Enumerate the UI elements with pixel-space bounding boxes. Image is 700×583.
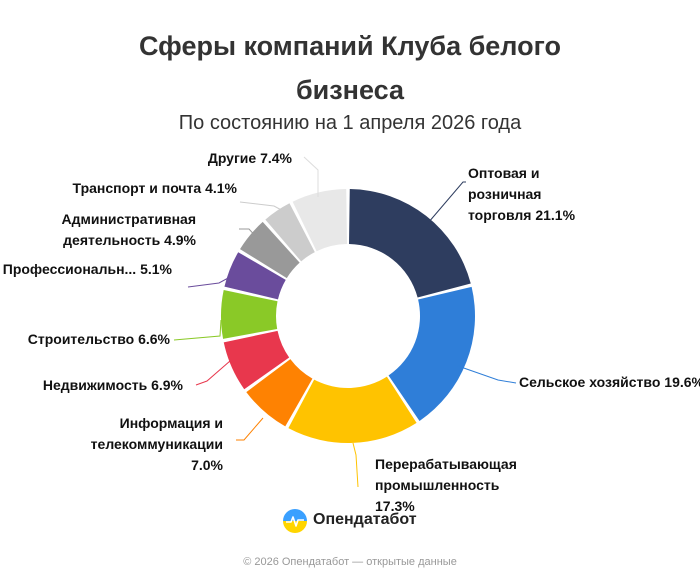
- donut-slice: [288, 376, 417, 443]
- slice-data-label: Строительство 6.6%: [28, 331, 171, 347]
- slice-data-label: Перерабатывающая промышленность 17.3%: [375, 456, 517, 514]
- slice-label-connector: [457, 365, 517, 384]
- slice-data-label: Транспорт и почта 4.1%: [73, 180, 238, 196]
- copyright-footer: © 2026 Опендатабот — открытые данные: [243, 556, 457, 568]
- slice-data-label: Информация и телекоммуникации 7.0%: [91, 415, 224, 473]
- chart-title-line-1: Сферы компаний Клуба белого: [139, 31, 561, 61]
- donut-slice: [221, 290, 278, 339]
- slice-data-label: Другие 7.4%: [208, 150, 293, 166]
- donut-slice: [388, 286, 475, 421]
- donut-slice: [223, 330, 290, 390]
- slice-label-connector: [303, 156, 319, 197]
- slice-label-connector: [239, 228, 259, 240]
- slice-label-connector: [187, 276, 231, 288]
- slice-data-label: Административная деятельность 4.9%: [62, 211, 197, 248]
- opendatabot-logo-text: Опендатабот: [313, 511, 417, 528]
- opendatabot-logo-icon: [283, 509, 307, 533]
- donut-slice: [224, 252, 286, 300]
- donut-slice: [265, 203, 315, 262]
- chart-subtitle: По состоянию на 1 апреля 2026 года: [178, 112, 522, 134]
- slice-label-connector: [173, 319, 222, 341]
- slice-label-connector: [239, 201, 288, 214]
- donut-slice: [292, 189, 347, 252]
- slice-data-label: Оптовая и розничная торговля 21.1%: [468, 165, 576, 223]
- slice-data-label: Сельское хозяйство 19.6%: [519, 374, 700, 390]
- slice-label-connector: [236, 417, 264, 441]
- slice-label-connector: [195, 360, 231, 386]
- slice-label-connector: [352, 442, 359, 488]
- chart-title-line-2: бизнеса: [295, 75, 405, 105]
- slice-data-label: Недвижимость 6.9%: [43, 377, 184, 393]
- donut-slice: [349, 189, 471, 298]
- slice-label-connector: [427, 181, 466, 224]
- slice-data-label: Профессиональн... 5.1%: [3, 261, 173, 277]
- donut-slice: [246, 359, 313, 427]
